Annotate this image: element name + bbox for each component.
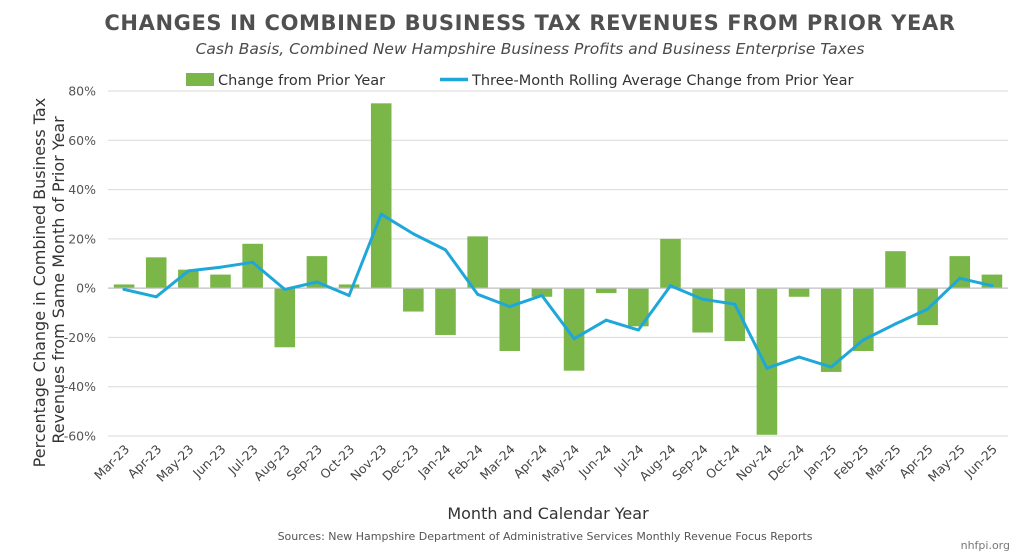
y-axis-title-line-1: Percentage Change in Combined Business T… <box>30 98 49 468</box>
bar <box>563 288 585 371</box>
y-axis-title: Percentage Change in Combined Business T… <box>30 93 68 468</box>
bar <box>499 288 521 351</box>
bar <box>274 288 296 348</box>
line-point <box>926 307 930 311</box>
line-point <box>251 260 255 264</box>
bar <box>595 288 617 294</box>
x-tick-label: Jun-24 <box>575 441 615 481</box>
x-tick-label: Dec-24 <box>765 441 807 483</box>
x-axis-ticks: Mar-23Apr-23May-23Jun-23Jul-23Aug-23Sep-… <box>91 441 1000 484</box>
legend-bar-label: Change from Prior Year <box>218 73 385 89</box>
bar <box>113 284 135 289</box>
line-point <box>733 302 737 306</box>
line-point <box>669 284 672 288</box>
line-point <box>990 284 994 288</box>
x-tick-label: Jun-23 <box>189 442 229 482</box>
bar <box>306 256 328 289</box>
line-point <box>122 287 126 291</box>
line-point <box>315 280 319 284</box>
legend: Change from Prior Year Three-Month Rolli… <box>186 73 853 89</box>
y-tick-label: -20% <box>64 330 96 345</box>
source-note: Sources: New Hampshire Department of Adm… <box>278 530 813 543</box>
line-point <box>701 297 705 301</box>
line-point <box>411 232 415 236</box>
bar <box>531 288 553 297</box>
line-point <box>861 338 865 342</box>
x-axis-title: Month and Calendar Year <box>447 504 649 523</box>
gridlines <box>108 90 1008 437</box>
line-point <box>508 305 512 309</box>
x-tick-label: Mar-24 <box>477 441 518 482</box>
line-point <box>283 287 287 291</box>
x-tick-label: Aug-23 <box>251 442 293 484</box>
bar <box>788 288 810 297</box>
x-tick-label: Sep-23 <box>283 442 325 484</box>
x-tick-label: Mar-23 <box>91 442 132 483</box>
y-tick-label: 40% <box>68 182 96 197</box>
line-point <box>958 276 962 280</box>
line-point <box>894 322 897 326</box>
line-point <box>540 294 544 298</box>
line-point <box>219 265 222 269</box>
bar <box>210 274 231 289</box>
bar <box>370 103 392 289</box>
y-tick-label: 0% <box>76 281 96 296</box>
line-point <box>829 365 833 369</box>
line-point <box>186 269 190 273</box>
y-tick-label: -40% <box>64 379 96 394</box>
y-tick-label: 20% <box>68 231 96 246</box>
y-axis-title-line-2: Revenues from Same Month of Prior Year <box>49 116 68 444</box>
line-point <box>604 318 608 322</box>
chart-subtitle: Cash Basis, Combined New Hampshire Busin… <box>196 40 865 58</box>
bar <box>820 288 842 372</box>
line-point <box>347 294 351 298</box>
x-tick-label: Jun-25 <box>960 442 1000 482</box>
line-point <box>154 295 158 299</box>
bars <box>113 103 1003 435</box>
bar <box>756 288 778 435</box>
bar <box>467 236 488 289</box>
x-tick-label: Sep-24 <box>669 441 711 483</box>
y-axis-ticks: 80% 60% 40% 20% 0% -20% -40% -60% <box>64 84 96 444</box>
bar <box>628 288 649 327</box>
line-point <box>636 328 640 332</box>
bar <box>145 257 167 289</box>
x-tick-label: Mar-25 <box>862 442 903 483</box>
brand-link[interactable]: nhfpi.org <box>961 539 1010 552</box>
x-tick-label: Dec-23 <box>379 442 421 484</box>
bar <box>853 288 874 351</box>
line-point <box>797 355 801 359</box>
line-point <box>476 292 480 296</box>
bar <box>403 288 424 312</box>
y-tick-label: -60% <box>64 429 96 444</box>
bar <box>338 284 360 289</box>
line-point <box>444 248 447 252</box>
y-tick-label: 80% <box>68 84 96 99</box>
y-tick-label: 60% <box>68 133 96 148</box>
bar <box>917 288 938 326</box>
chart-title: CHANGES IN COMBINED BUSINESS TAX REVENUE… <box>104 11 955 35</box>
line-point <box>572 337 576 341</box>
bar <box>435 288 456 335</box>
line-point <box>765 366 769 370</box>
bar <box>660 238 681 289</box>
rolling-average-series <box>122 212 994 370</box>
legend-line-label: Three-Month Rolling Average Change from … <box>471 73 853 89</box>
legend-bar-swatch <box>186 73 214 86</box>
bar <box>885 251 906 289</box>
x-tick-label: Aug-24 <box>636 441 678 483</box>
line-point <box>379 212 383 216</box>
rolling-average-line <box>122 212 994 370</box>
bar <box>724 288 746 342</box>
bar <box>242 243 263 289</box>
